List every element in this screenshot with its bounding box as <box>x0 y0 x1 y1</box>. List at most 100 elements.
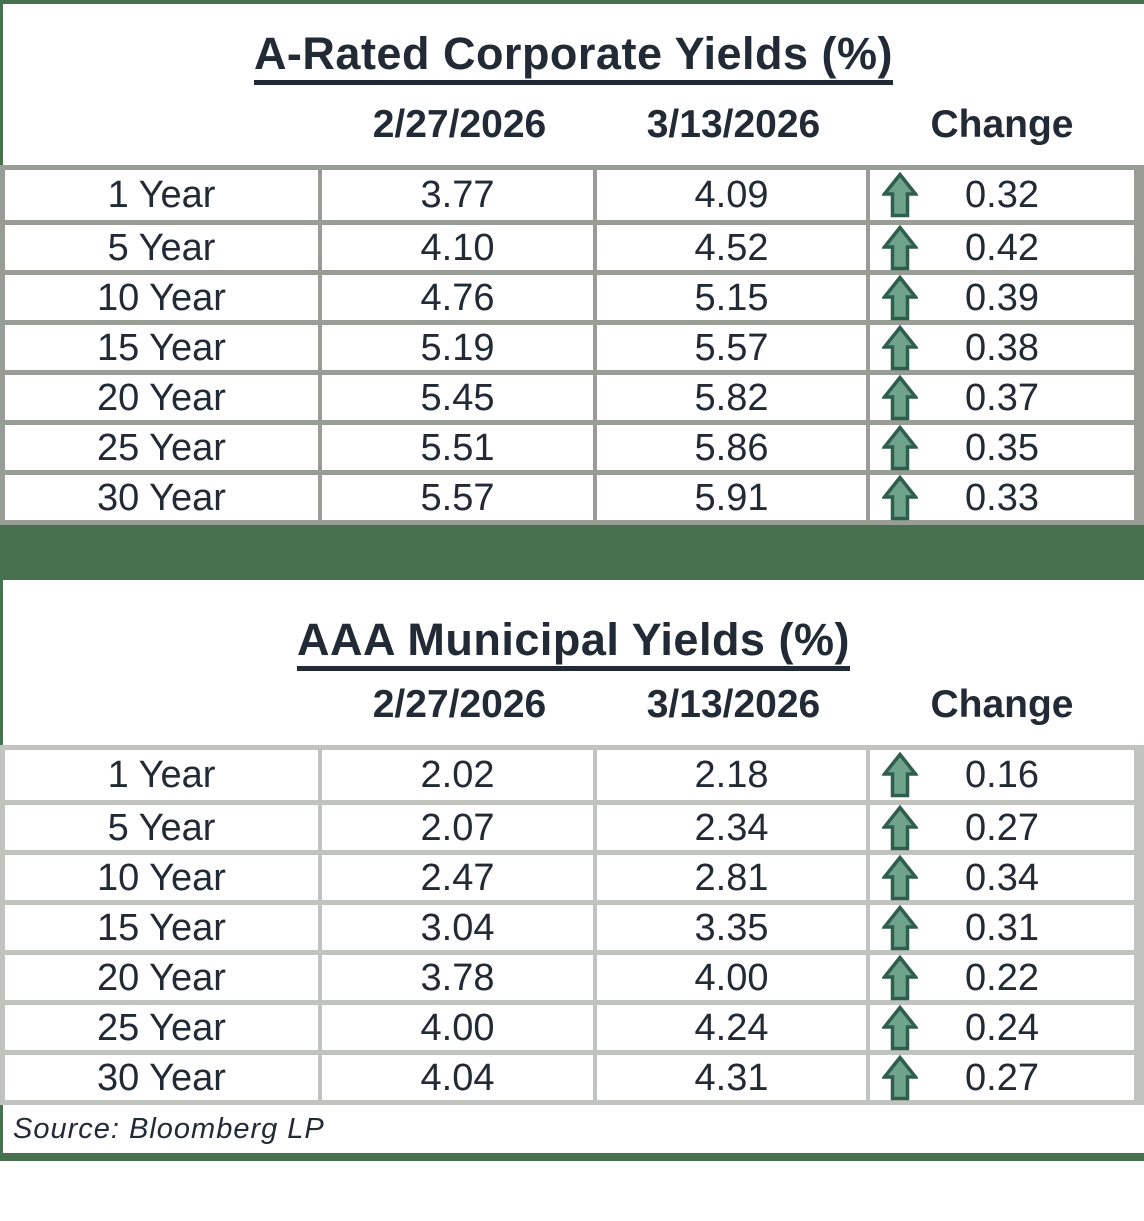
value-cell: 4.00 <box>322 1005 597 1050</box>
change-cell: 0.33 <box>870 474 1134 520</box>
table-row: 30 Year 4.04 4.31 0.27 <box>5 1050 1134 1100</box>
municipal-column-headers: 2/27/2026 3/13/2026 Change <box>3 673 1144 729</box>
change-value: 0.42 <box>965 226 1039 269</box>
change-value: 0.16 <box>965 754 1039 796</box>
change-cell: 0.37 <box>870 374 1134 420</box>
value-cell: 4.76 <box>322 275 597 320</box>
value-cell: 4.10 <box>322 225 597 270</box>
value-cell: 5.91 <box>597 475 870 520</box>
change-cell: 0.24 <box>870 1004 1134 1050</box>
change-value: 0.38 <box>965 326 1039 369</box>
column-header-date2: 3/13/2026 <box>646 103 821 147</box>
row-label: 1 Year <box>5 750 322 800</box>
corporate-yields-table: 1 Year 3.77 4.09 0.32 5 Year 4.10 4.52 0.42 10… <box>0 165 1144 525</box>
change-cell: 0.38 <box>870 324 1134 370</box>
change-value: 0.37 <box>965 376 1039 419</box>
table-row: 10 Year 2.47 2.81 0.34 <box>5 850 1134 900</box>
value-cell: 3.78 <box>322 955 597 1000</box>
value-cell: 3.35 <box>597 905 870 950</box>
row-label: 1 Year <box>5 170 322 220</box>
value-cell: 2.81 <box>597 855 870 900</box>
table-row: 5 Year 4.10 4.52 0.42 <box>5 220 1134 270</box>
row-label: 20 Year <box>5 375 322 420</box>
table-row: 1 Year 3.77 4.09 0.32 <box>5 170 1134 220</box>
change-value: 0.24 <box>965 1006 1039 1049</box>
corporate-column-headers: 2/27/2026 3/13/2026 Change <box>3 93 1144 149</box>
up-arrow-icon <box>882 374 918 420</box>
value-cell: 4.52 <box>597 225 870 270</box>
value-cell: 5.45 <box>322 375 597 420</box>
up-arrow-icon <box>882 224 918 270</box>
change-cell: 0.27 <box>870 1054 1134 1100</box>
up-arrow-icon <box>882 954 918 1000</box>
change-cell: 0.31 <box>870 904 1134 950</box>
row-label: 5 Year <box>5 805 322 850</box>
up-arrow-icon <box>882 854 918 900</box>
corporate-title-band: A-Rated Corporate Yields (%) 2/27/2026 3… <box>0 4 1144 165</box>
source-note: Source: Bloomberg LP <box>13 1112 325 1145</box>
table-row: 15 Year 5.19 5.57 0.38 <box>5 320 1134 370</box>
municipal-section-title-text: AAA Municipal Yields (%) <box>297 616 850 672</box>
row-label: 20 Year <box>5 955 322 1000</box>
table-row: 15 Year 3.04 3.35 0.31 <box>5 900 1134 950</box>
table-row: 5 Year 2.07 2.34 0.27 <box>5 800 1134 850</box>
municipal-section-title: AAA Municipal Yields (%) <box>3 580 1144 672</box>
value-cell: 4.09 <box>597 170 870 220</box>
change-value: 0.35 <box>965 426 1039 469</box>
change-cell: 0.27 <box>870 804 1134 850</box>
row-label: 15 Year <box>5 905 322 950</box>
up-arrow-icon <box>882 474 918 520</box>
up-arrow-icon <box>882 904 918 950</box>
change-cell: 0.32 <box>870 170 1134 220</box>
change-value: 0.27 <box>965 806 1039 849</box>
change-cell: 0.34 <box>870 854 1134 900</box>
corporate-section-title-text: A-Rated Corporate Yields (%) <box>253 30 894 86</box>
change-cell: 0.42 <box>870 224 1134 270</box>
change-value: 0.33 <box>965 476 1039 519</box>
row-label: 25 Year <box>5 1005 322 1050</box>
change-cell: 0.16 <box>870 750 1134 800</box>
change-value: 0.31 <box>965 906 1039 949</box>
up-arrow-icon <box>882 752 918 798</box>
value-cell: 5.51 <box>322 425 597 470</box>
column-header-date2: 3/13/2026 <box>646 683 821 727</box>
up-arrow-icon <box>882 1054 918 1100</box>
change-value: 0.27 <box>965 1056 1039 1099</box>
value-cell: 2.34 <box>597 805 870 850</box>
row-label: 10 Year <box>5 275 322 320</box>
change-cell: 0.22 <box>870 954 1134 1000</box>
value-cell: 2.07 <box>322 805 597 850</box>
column-header-change: Change <box>930 103 1074 147</box>
up-arrow-icon <box>882 1004 918 1050</box>
value-cell: 5.57 <box>597 325 870 370</box>
up-arrow-icon <box>882 324 918 370</box>
change-cell: 0.39 <box>870 274 1134 320</box>
value-cell: 4.24 <box>597 1005 870 1050</box>
row-label: 30 Year <box>5 475 322 520</box>
section-divider-bar <box>0 525 1144 580</box>
up-arrow-icon <box>882 172 918 218</box>
bottom-border-bar <box>0 1153 1144 1161</box>
value-cell: 5.57 <box>322 475 597 520</box>
table-row: 1 Year 2.02 2.18 0.16 <box>5 750 1134 800</box>
municipal-yields-table: 1 Year 2.02 2.18 0.16 5 Year 2.07 2.34 0.27 10… <box>0 745 1144 1105</box>
municipal-yields-section: AAA Municipal Yields (%) 2/27/2026 3/13/… <box>0 580 1144 1105</box>
column-header-change: Change <box>930 683 1074 727</box>
table-row: 20 Year 5.45 5.82 0.37 <box>5 370 1134 420</box>
row-label: 15 Year <box>5 325 322 370</box>
value-cell: 4.04 <box>322 1055 597 1100</box>
municipal-title-band: AAA Municipal Yields (%) 2/27/2026 3/13/… <box>0 580 1144 745</box>
value-cell: 4.31 <box>597 1055 870 1100</box>
row-label: 25 Year <box>5 425 322 470</box>
change-value: 0.39 <box>965 276 1039 319</box>
up-arrow-icon <box>882 804 918 850</box>
value-cell: 5.86 <box>597 425 870 470</box>
table-row: 10 Year 4.76 5.15 0.39 <box>5 270 1134 320</box>
table-row: 20 Year 3.78 4.00 0.22 <box>5 950 1134 1000</box>
corporate-yields-section: A-Rated Corporate Yields (%) 2/27/2026 3… <box>0 4 1144 525</box>
value-cell: 2.47 <box>322 855 597 900</box>
row-label: 30 Year <box>5 1055 322 1100</box>
value-cell: 2.02 <box>322 750 597 800</box>
row-label: 10 Year <box>5 855 322 900</box>
up-arrow-icon <box>882 424 918 470</box>
